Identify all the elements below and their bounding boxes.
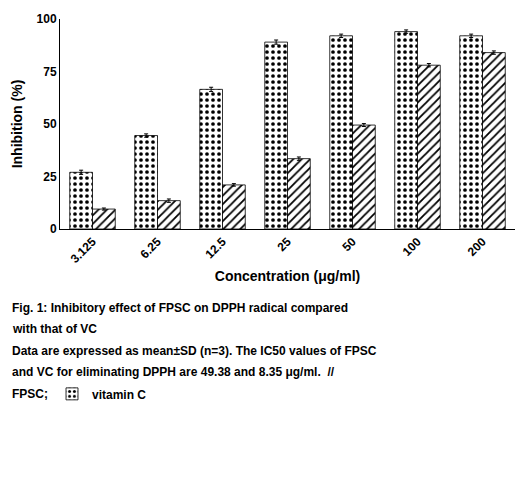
svg-text:100: 100 (37, 12, 57, 26)
svg-text:0: 0 (50, 222, 57, 236)
svg-text:6.25: 6.25 (137, 235, 164, 262)
svg-text:100: 100 (400, 235, 424, 259)
svg-text:Concentration (μg/ml): Concentration (μg/ml) (215, 268, 360, 284)
svg-text:12.5: 12.5 (202, 235, 229, 262)
svg-text:25: 25 (275, 235, 295, 255)
svg-text:25: 25 (43, 170, 57, 184)
svg-text:Inhibition (%): Inhibition (%) (9, 80, 25, 169)
svg-text:50: 50 (340, 235, 360, 255)
svg-text:Fig. 1: Inhibitory effect of F: Fig. 1: Inhibitory effect of FPSC on DPP… (12, 301, 348, 315)
svg-text:and VC for eliminating DPPH ar: and VC for eliminating DPPH are 49.38 an… (12, 365, 335, 379)
svg-text:200: 200 (465, 235, 489, 259)
svg-text:vitamin C: vitamin C (92, 388, 146, 402)
svg-text:50: 50 (43, 117, 57, 131)
svg-text:3.125: 3.125 (68, 235, 99, 266)
svg-text:FPSC;: FPSC; (12, 387, 48, 401)
svg-text:with that of VC: with that of VC (12, 322, 97, 336)
svg-text:Data are expressed as mean±SD: Data are expressed as mean±SD (n=3). The… (12, 344, 377, 358)
svg-text:75: 75 (43, 65, 57, 79)
